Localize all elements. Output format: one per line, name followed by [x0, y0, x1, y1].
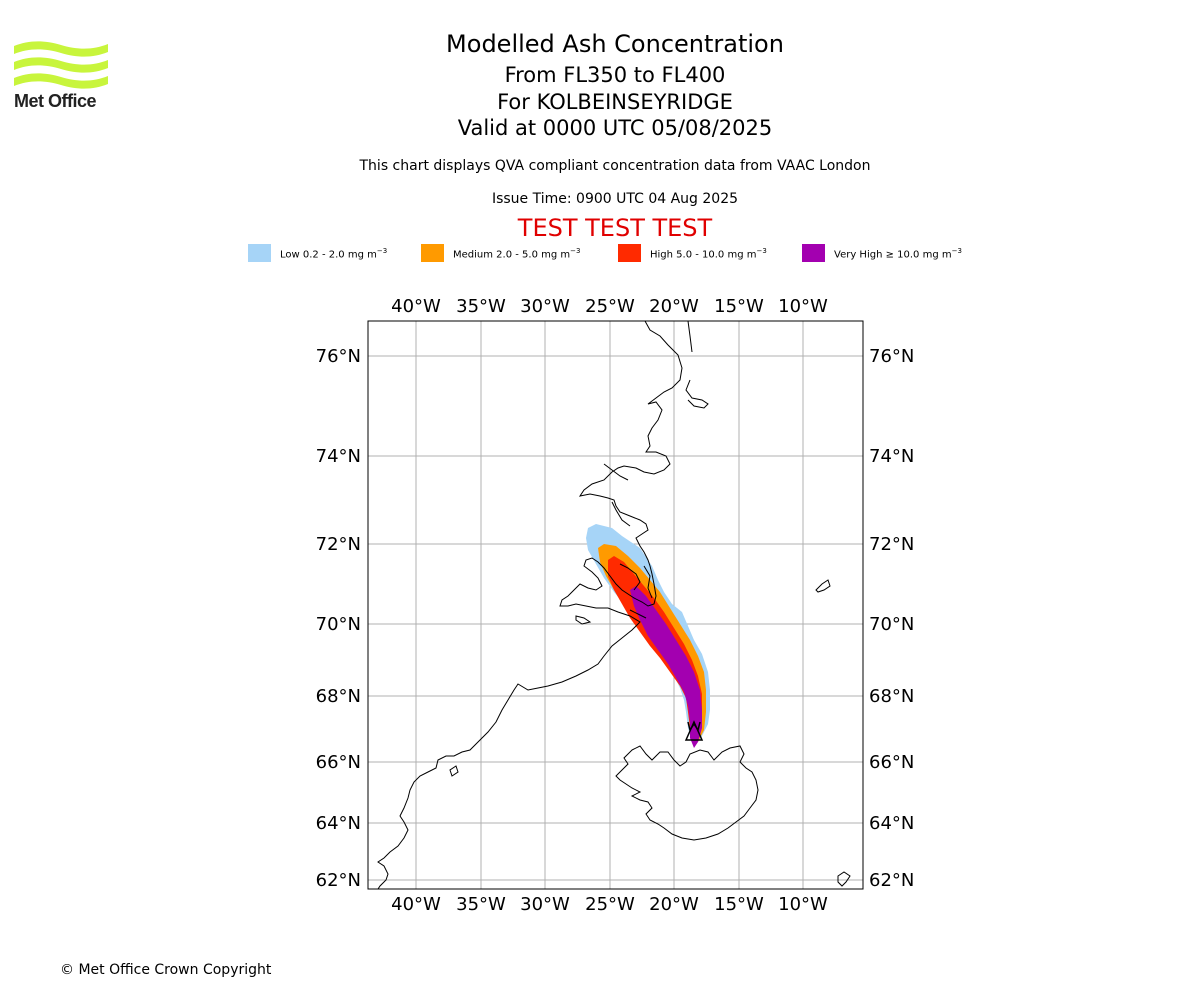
lat-tick-label: 76°N	[869, 346, 914, 367]
lon-tick-label: 20°W	[649, 894, 699, 915]
lat-tick-label: 66°N	[869, 752, 914, 773]
lon-tick-label: 35°W	[456, 894, 506, 915]
legend-label-very-high: Very High ≥ 10.0 mg m	[834, 249, 952, 261]
legend-exponent: −3	[951, 247, 962, 255]
faroe-coastline	[837, 871, 851, 887]
met-office-logo-icon	[14, 41, 108, 89]
lat-tick-label: 62°N	[869, 870, 914, 891]
lon-ticks-bottom: 40°W 35°W 30°W 25°W 20°W 15°W 10°W	[391, 894, 828, 915]
jan-mayen-coastline	[815, 579, 831, 593]
test-banner: TEST TEST TEST	[517, 214, 713, 242]
lon-tick-label: 10°W	[778, 894, 828, 915]
location-subtitle: For KOLBEINSEYRIDGE	[497, 90, 733, 114]
chart-title: Modelled Ash Concentration	[446, 30, 784, 58]
lat-tick-label: 74°N	[316, 446, 361, 467]
legend-swatch-low	[248, 244, 271, 262]
map-gridlines	[368, 321, 863, 889]
iceland-coastline	[615, 745, 759, 841]
lon-tick-label: 20°W	[649, 296, 699, 317]
volcano-triangle-icon	[684, 720, 704, 741]
coastlines	[377, 321, 851, 889]
lon-tick-label: 35°W	[456, 296, 506, 317]
legend-label-low: Low 0.2 - 2.0 mg m	[280, 249, 377, 261]
map-frame	[367, 320, 864, 890]
greenland-coastline	[377, 321, 683, 889]
lon-tick-label: 10°W	[778, 296, 828, 317]
lat-tick-label: 72°N	[869, 534, 914, 555]
valid-time-subtitle: Valid at 0000 UTC 05/08/2025	[457, 116, 773, 140]
logo-text: Met Office	[14, 91, 97, 111]
lon-tick-label: 30°W	[520, 296, 570, 317]
lat-tick-label: 66°N	[316, 752, 361, 773]
lon-tick-label: 15°W	[714, 296, 764, 317]
legend-exponent: −3	[756, 247, 767, 255]
lat-tick-label: 68°N	[316, 686, 361, 707]
lon-ticks-top: 40°W 35°W 30°W 25°W 20°W 15°W 10°W	[391, 296, 828, 317]
lat-tick-label: 64°N	[316, 813, 361, 834]
lon-tick-label: 15°W	[714, 894, 764, 915]
ash-high-region	[608, 556, 702, 744]
legend-swatch-very-high	[802, 244, 825, 262]
lat-tick-label: 68°N	[869, 686, 914, 707]
lat-tick-label: 70°N	[316, 614, 361, 635]
issue-time: Issue Time: 0900 UTC 04 Aug 2025	[491, 191, 739, 207]
ash-very-high-region	[630, 586, 702, 748]
lat-tick-label: 64°N	[869, 813, 914, 834]
lon-tick-label: 25°W	[585, 894, 635, 915]
lon-tick-label: 30°W	[520, 894, 570, 915]
copyright-notice: © Met Office Crown Copyright	[60, 962, 272, 978]
legend-exponent: −3	[570, 247, 581, 255]
lon-tick-label: 25°W	[585, 296, 635, 317]
legend-swatch-high	[618, 244, 641, 262]
lat-tick-label: 76°N	[316, 346, 361, 367]
legend-label-medium: Medium 2.0 - 5.0 mg m	[453, 249, 571, 261]
lat-tick-label: 70°N	[869, 614, 914, 635]
legend-label-high: High 5.0 - 10.0 mg m	[650, 249, 757, 261]
legend-swatch-medium	[421, 244, 444, 262]
lon-tick-label: 40°W	[391, 296, 441, 317]
lon-tick-label: 40°W	[391, 894, 441, 915]
lat-ticks-left: 76°N 74°N 72°N 70°N 68°N 66°N 64°N 62°N	[316, 346, 361, 891]
flight-level-subtitle: From FL350 to FL400	[504, 63, 726, 87]
legend-exponent: −3	[376, 247, 388, 255]
lat-ticks-right: 76°N 74°N 72°N 70°N 68°N 66°N 64°N 62°N	[869, 346, 914, 891]
lat-tick-label: 74°N	[869, 446, 914, 467]
lat-tick-label: 72°N	[316, 534, 361, 555]
chart-description: This chart displays QVA compliant concen…	[359, 158, 871, 174]
lat-tick-label: 62°N	[316, 870, 361, 891]
